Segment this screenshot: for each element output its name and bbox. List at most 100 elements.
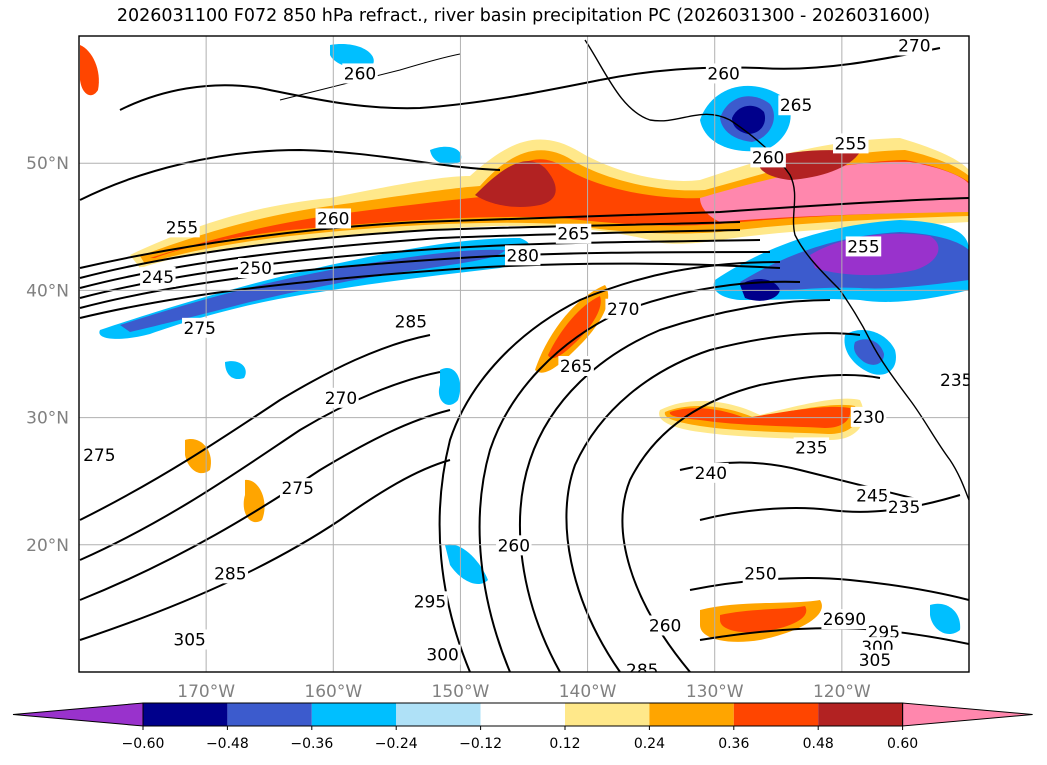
contour-label-halo [315, 208, 352, 229]
map-plot-area: 270 260 260 265 260 255 260 255 265 280 250 245 255 2… [78, 35, 970, 681]
colorbar-tick-label: 0.36 [718, 736, 749, 752]
contour-label: 235 [888, 498, 920, 518]
lon-tick-label: 120°W [813, 682, 871, 702]
contour-label: 270 [607, 300, 639, 320]
contour-label: 260 [707, 64, 739, 84]
contour-label-halo [342, 63, 378, 84]
lon-tick-label: 170°W [177, 682, 235, 702]
contour-label-halo [212, 563, 249, 584]
contour-label-halo [140, 266, 176, 287]
contour-label: 300 [426, 646, 458, 666]
contour-label: 250 [240, 259, 272, 279]
contour-label: 270 [898, 36, 930, 56]
contour-label-halo [833, 133, 869, 154]
lon-tick-label: 130°W [686, 682, 744, 702]
colorbar-bin [818, 703, 903, 726]
contour-label-halo [850, 406, 887, 427]
colorbar-bin [396, 703, 481, 726]
contour-label: 280 [507, 246, 539, 266]
colorbar-tick-label: −0.60 [122, 736, 165, 752]
contour-label-halo [821, 609, 868, 630]
colorbar-bin [227, 703, 312, 726]
precip-negative-patch [438, 368, 461, 405]
colorbar-tick-label: 0.48 [803, 736, 834, 752]
contour-label: 305 [859, 651, 891, 671]
colorbar-outline [142, 702, 904, 727]
precip-positive-nw-corner [80, 45, 99, 96]
contour-label: 230 [852, 408, 884, 428]
precip-positive-hawaii-north [185, 439, 211, 474]
contour-label-halo [81, 445, 118, 466]
aleutian-islands [279, 53, 461, 101]
precip-positive-core-pink [700, 161, 969, 222]
contour-label-halo [742, 563, 779, 584]
contour-label-halo [793, 437, 830, 458]
lat-tick-label: 30°N [26, 409, 69, 429]
precip-negative-patch [445, 544, 488, 585]
contour-label: 235 [795, 438, 827, 458]
precip-positive-core-1 [475, 161, 556, 207]
contour-label-halo [866, 621, 902, 642]
coastline [584, 39, 969, 501]
contour-label: 275 [281, 479, 313, 499]
lat-tick-label: 20°N [26, 536, 69, 556]
contour-label-halo [393, 311, 429, 332]
contour-label-halo [647, 615, 683, 636]
contour-label: 265 [557, 225, 589, 245]
contour-label-halo [558, 355, 594, 376]
contour-label: 265 [780, 96, 812, 116]
contour-label: 265 [560, 357, 592, 377]
precip-negative-sw-lobe-inner [854, 339, 884, 365]
precip-negative-band-inner [120, 249, 505, 332]
contour-label-halo [886, 497, 922, 518]
contour-label-halo [237, 258, 274, 279]
colorbar-bin [649, 703, 734, 726]
contour-label-halo [845, 236, 882, 257]
contour-label-halo [279, 478, 316, 499]
contour-label-halo [857, 649, 893, 670]
contour-label-halo [424, 644, 461, 665]
precip-positive-hawaii-south [243, 479, 265, 523]
contour-label-halo [854, 485, 891, 506]
precip-negative-patch [930, 603, 961, 635]
precip-positive-south-core [720, 606, 807, 633]
colorbar-extend-max [902, 702, 1033, 727]
colorbar-extend-min [12, 702, 144, 727]
lat-tick-label: 40°N [26, 281, 69, 301]
contour-label-halo [896, 36, 933, 56]
lat-tick-label: 50°N [26, 154, 69, 174]
lon-tick-label: 140°W [559, 682, 617, 702]
colorbar-tick-label: 0.60 [887, 736, 918, 752]
longitude-labels: 170°W 160°W 150°W 140°W 130°W 120°W [177, 682, 871, 702]
contour-label-halo [693, 462, 729, 483]
contour-label-halo [938, 369, 969, 390]
contour-label: 2690 [823, 610, 866, 630]
contour-label: 245 [856, 487, 888, 507]
precip-negative-coast-dark [740, 278, 780, 301]
colorbar-tick-label: −0.12 [459, 736, 502, 752]
contour-label: 285 [214, 564, 246, 584]
contour-label: 295 [414, 592, 446, 612]
contour-label-halo [705, 63, 742, 84]
precip-negative-patch [330, 44, 374, 69]
colorbar-bin [143, 703, 228, 726]
map-frame [78, 35, 970, 673]
colorbar-tick-label: 0.24 [634, 736, 665, 752]
precip-negative-patch [430, 146, 462, 165]
contour-label: 260 [498, 536, 530, 556]
contour-label: 260 [649, 616, 681, 636]
colorbar-bin [311, 703, 397, 726]
contour-label: 305 [173, 630, 205, 650]
contour-label: 285 [626, 661, 658, 681]
contour-label-halo [605, 298, 641, 319]
precip-negative-patch [225, 361, 246, 380]
contour-label-halo [778, 95, 814, 116]
colorbar-bin [565, 703, 650, 726]
contour-label: 260 [344, 64, 376, 84]
contour-label: 260 [752, 148, 784, 168]
contour-label: 270 [325, 389, 357, 409]
contour-label: 275 [184, 319, 216, 339]
contour-label: 285 [395, 312, 427, 332]
colorbar-tick-label: −0.36 [290, 736, 333, 752]
